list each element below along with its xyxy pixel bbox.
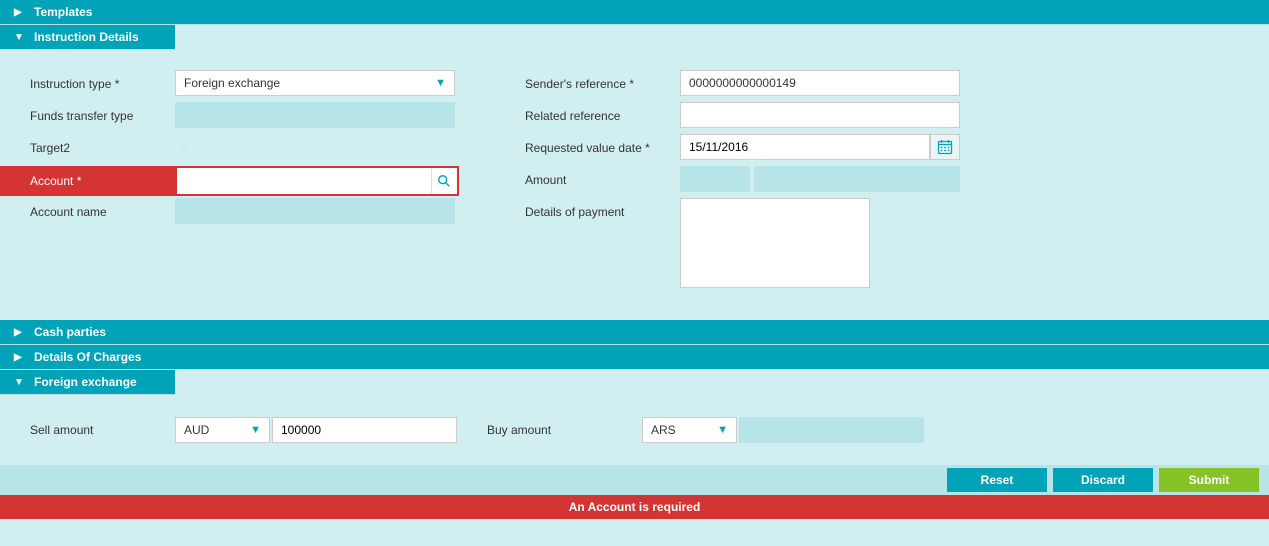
sell-currency-value: AUD [184, 423, 209, 437]
section-title: Foreign exchange [34, 375, 137, 389]
reset-button[interactable]: Reset [947, 468, 1047, 492]
error-bar: An Account is required [0, 495, 1269, 519]
label-funds-transfer-type: Funds transfer type [0, 102, 175, 130]
sell-currency-select[interactable]: AUD ▼ [175, 417, 270, 443]
buy-amount-input [739, 417, 924, 443]
label-requested-value-date: Requested value date * [525, 134, 680, 162]
check-icon[interactable]: ✓ [175, 137, 192, 157]
account-input[interactable] [177, 168, 431, 194]
section-title: Instruction Details [34, 30, 139, 44]
label-amount: Amount [525, 166, 680, 194]
label-account: Account * [0, 166, 175, 196]
section-header-cash-parties[interactable]: ▶ Cash parties [0, 320, 1269, 345]
senders-reference-input[interactable] [680, 70, 960, 96]
amount-value [754, 166, 960, 192]
label-account-name: Account name [0, 198, 175, 226]
related-reference-input[interactable] [680, 102, 960, 128]
section-title: Cash parties [34, 325, 106, 339]
label-instruction-type: Instruction type * [0, 70, 175, 98]
amount-currency [680, 166, 750, 192]
chevron-down-icon: ▼ [250, 424, 261, 436]
chevron-right-icon: ▶ [14, 327, 24, 338]
label-related-reference: Related reference [525, 102, 680, 130]
section-header-templates[interactable]: ▶ Templates [0, 0, 1269, 25]
amount-field [680, 166, 960, 192]
instruction-type-value: Foreign exchange [184, 76, 280, 90]
instruction-details-body: Instruction type * Foreign exchange ▼ Fu… [0, 50, 1269, 320]
label-buy-amount: Buy amount [487, 423, 642, 437]
label-sell-amount: Sell amount [0, 423, 175, 437]
chevron-down-icon: ▼ [717, 424, 728, 436]
chevron-down-icon: ▼ [14, 377, 24, 388]
error-message: An Account is required [569, 500, 701, 514]
chevron-down-icon: ▼ [435, 77, 446, 89]
instruction-type-select[interactable]: Foreign exchange ▼ [175, 70, 455, 96]
foreign-exchange-body: Sell amount AUD ▼ Buy amount ARS ▼ [0, 395, 1269, 465]
section-header-foreign-exchange[interactable]: ▼ Foreign exchange [0, 370, 175, 395]
label-senders-reference: Sender's reference * [525, 70, 680, 98]
chevron-down-icon: ▼ [14, 32, 24, 43]
account-name-field [175, 198, 455, 224]
label-target2: Target2 [0, 134, 175, 162]
buy-currency-select[interactable]: ARS ▼ [642, 417, 737, 443]
section-header-instruction-details[interactable]: ▼ Instruction Details [0, 25, 175, 50]
button-bar: Reset Discard Submit [0, 465, 1269, 495]
buy-currency-value: ARS [651, 423, 676, 437]
section-title: Templates [34, 5, 92, 19]
account-lookup [175, 166, 459, 196]
calendar-icon [937, 139, 953, 155]
chevron-right-icon: ▶ [14, 352, 24, 363]
section-title: Details Of Charges [34, 350, 141, 364]
label-details-of-payment: Details of payment [525, 198, 680, 226]
sell-amount-input[interactable] [272, 417, 457, 443]
date-picker-button[interactable] [930, 134, 960, 160]
search-icon [437, 174, 451, 188]
details-of-payment-input[interactable] [680, 198, 870, 288]
submit-button[interactable]: Submit [1159, 468, 1259, 492]
requested-value-date-input[interactable] [680, 134, 930, 160]
chevron-right-icon: ▶ [14, 7, 24, 18]
funds-transfer-type-field [175, 102, 455, 128]
section-header-details-of-charges[interactable]: ▶ Details Of Charges [0, 345, 1269, 370]
account-search-button[interactable] [431, 168, 457, 194]
discard-button[interactable]: Discard [1053, 468, 1153, 492]
